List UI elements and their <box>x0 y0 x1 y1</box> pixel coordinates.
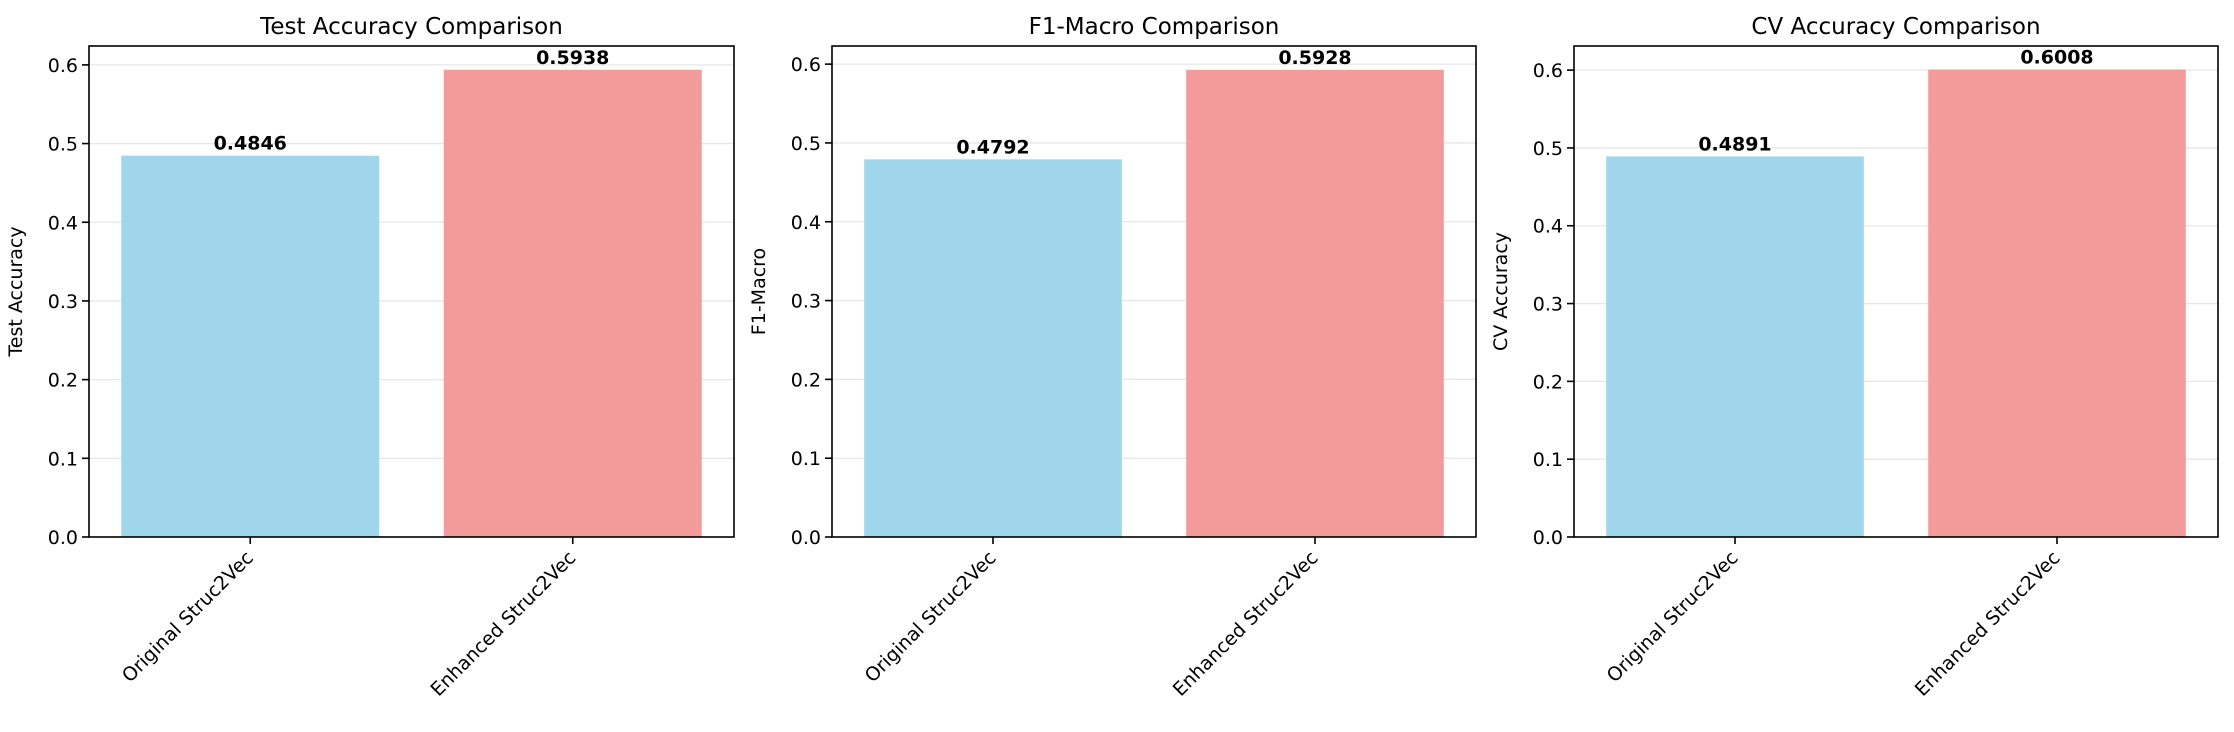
chart-panel-3: 0.4891 Original Struc2Vec 0.6008 Enhanced S… <box>1490 14 2219 701</box>
y-tick-label: 0.4 <box>1533 216 1563 238</box>
y-tick-label: 0.0 <box>48 527 78 549</box>
chart-title: Test Accuracy Comparison <box>259 14 563 40</box>
bar-original <box>864 159 1122 537</box>
x-tick-label: Enhanced Struc2Vec <box>1911 547 2065 701</box>
y-tick-label: 0.4 <box>791 212 821 234</box>
y-tick-label: 0.4 <box>48 212 78 234</box>
bar-value-label: 0.4792 <box>956 136 1029 158</box>
y-tick-label: 0.1 <box>791 448 821 470</box>
y-tick-label: 0.3 <box>48 291 78 313</box>
x-tick-label: Original Struc2Vec <box>1603 547 1743 687</box>
bar-value-label: 0.4891 <box>1698 133 1771 155</box>
y-tick-label: 0.0 <box>1533 527 1563 549</box>
axes-frame <box>1573 45 2219 538</box>
bar-value-label: 0.5938 <box>536 47 609 69</box>
y-tick-label: 0.2 <box>48 370 78 392</box>
x-tick-label: Enhanced Struc2Vec <box>426 547 580 701</box>
chart-title: CV Accuracy Comparison <box>1751 14 2040 40</box>
y-tick-label: 0.1 <box>1533 449 1563 471</box>
x-tick-label: Original Struc2Vec <box>861 547 1001 687</box>
y-tick-label: 0.6 <box>1533 60 1563 82</box>
y-axis-label: CV Accuracy <box>1490 232 1512 351</box>
y-tick-label: 0.3 <box>791 291 821 313</box>
bar-enhanced <box>443 69 702 538</box>
y-tick-label: 0.2 <box>1533 371 1563 393</box>
y-tick-label: 0.1 <box>48 448 78 470</box>
x-tick-label: Enhanced Struc2Vec <box>1169 547 1323 701</box>
y-tick-label: 0.3 <box>1533 294 1563 316</box>
bar-enhanced <box>1186 69 1444 538</box>
y-tick-label: 0.0 <box>791 527 821 549</box>
y-tick-label: 0.5 <box>791 133 821 155</box>
chart-title: F1-Macro Comparison <box>1029 14 1280 40</box>
bar-value-label: 0.5928 <box>1278 47 1351 69</box>
y-tick-label: 0.5 <box>48 134 78 156</box>
bar-original <box>1606 156 1864 538</box>
bar-enhanced <box>1928 69 2186 538</box>
bar-value-label: 0.6008 <box>2020 46 2093 68</box>
y-tick-label: 0.5 <box>1533 138 1563 160</box>
y-tick-label: 0.6 <box>48 55 78 77</box>
axes-frame <box>831 45 1477 538</box>
chart-panel-2: 0.4792 Original Struc2Vec 0.5928 Enhanced S… <box>748 14 1477 701</box>
y-tick-label: 0.6 <box>791 54 821 76</box>
chart-panel-1: 0.4846 Original Struc2Vec 0.5938 Enhanced S… <box>5 14 735 701</box>
x-tick-label: Original Struc2Vec <box>118 547 258 687</box>
bar-original <box>121 155 380 537</box>
bar-value-label: 0.4846 <box>214 133 287 155</box>
y-tick-label: 0.2 <box>791 369 821 391</box>
y-axis-label: Test Accuracy <box>5 226 27 357</box>
y-axis-label: F1-Macro <box>748 248 770 335</box>
axes-frame <box>88 45 735 538</box>
